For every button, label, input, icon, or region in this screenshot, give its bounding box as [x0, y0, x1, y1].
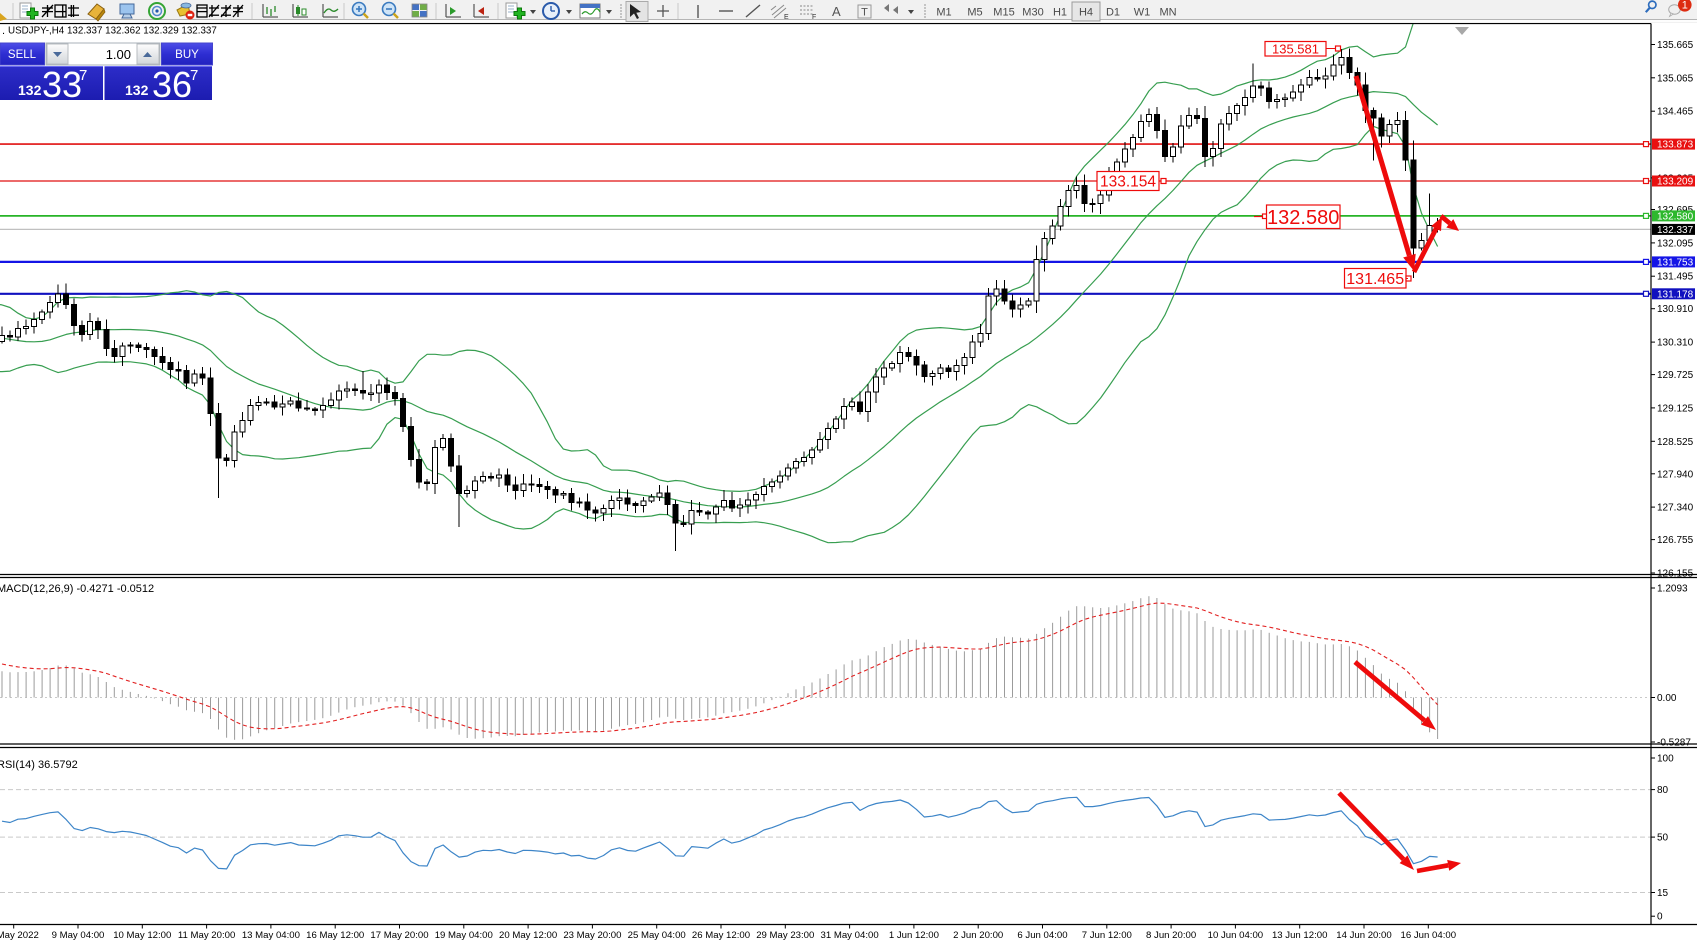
- svg-text:8 Jun 20:00: 8 Jun 20:00: [1146, 930, 1196, 941]
- svg-text:14 Jun 20:00: 14 Jun 20:00: [1336, 930, 1391, 941]
- svg-text:127.340: 127.340: [1657, 503, 1694, 514]
- svg-text:6 Jun 04:00: 6 Jun 04:00: [1017, 930, 1067, 941]
- svg-text:80: 80: [1657, 785, 1669, 796]
- svg-text:133.209: 133.209: [1657, 177, 1694, 188]
- svg-text:132.580: 132.580: [1657, 212, 1694, 223]
- svg-text:25 May 04:00: 25 May 04:00: [628, 930, 686, 941]
- svg-text:20 May 12:00: 20 May 12:00: [499, 930, 557, 941]
- svg-text:7: 7: [190, 67, 198, 84]
- svg-text:E: E: [784, 14, 789, 21]
- svg-text:19 May 04:00: 19 May 04:00: [435, 930, 493, 941]
- svg-text:36: 36: [152, 64, 192, 105]
- svg-text:9 May 04:00: 9 May 04:00: [52, 930, 105, 941]
- svg-text:D1: D1: [1106, 7, 1120, 19]
- svg-text:F: F: [812, 14, 816, 21]
- svg-text:132: 132: [18, 82, 42, 98]
- svg-text:15: 15: [1657, 888, 1669, 899]
- svg-text:134.465: 134.465: [1657, 107, 1694, 118]
- svg-text:33: 33: [42, 64, 82, 105]
- svg-text:0: 0: [1657, 912, 1663, 923]
- svg-text:7 Jun 12:00: 7 Jun 12:00: [1082, 930, 1132, 941]
- svg-text:W1: W1: [1134, 7, 1151, 19]
- svg-text:0.00: 0.00: [1657, 693, 1677, 704]
- svg-text:6 May 2022: 6 May 2022: [0, 930, 39, 941]
- svg-text:13 May 04:00: 13 May 04:00: [242, 930, 300, 941]
- svg-text:10 May 12:00: 10 May 12:00: [113, 930, 171, 941]
- svg-text:.: .: [2, 25, 5, 37]
- svg-text:132.337: 132.337: [1657, 225, 1694, 236]
- svg-text:129.725: 129.725: [1657, 370, 1694, 381]
- svg-text:100: 100: [1657, 754, 1674, 765]
- svg-text:BUY: BUY: [175, 49, 199, 61]
- svg-text:135.065: 135.065: [1657, 73, 1694, 84]
- svg-text:31 May 04:00: 31 May 04:00: [821, 930, 879, 941]
- svg-text:129.125: 129.125: [1657, 403, 1694, 414]
- svg-text:128.525: 128.525: [1657, 437, 1694, 448]
- svg-text:RSI(14) 36.5792: RSI(14) 36.5792: [0, 759, 78, 771]
- svg-text:17 May 20:00: 17 May 20:00: [370, 930, 428, 941]
- svg-text:50: 50: [1657, 833, 1669, 844]
- svg-text:1: 1: [1682, 0, 1688, 12]
- svg-text:130.310: 130.310: [1657, 338, 1694, 349]
- svg-text:2 Jun 20:00: 2 Jun 20:00: [953, 930, 1003, 941]
- svg-text:130.910: 130.910: [1657, 304, 1694, 315]
- svg-text:10 Jun 04:00: 10 Jun 04:00: [1208, 930, 1263, 941]
- svg-text:T: T: [861, 7, 868, 19]
- svg-text:1.00: 1.00: [106, 47, 131, 62]
- svg-text:1 Jun 12:00: 1 Jun 12:00: [889, 930, 939, 941]
- svg-text:7: 7: [79, 67, 87, 84]
- svg-text:132.580: 132.580: [1267, 207, 1339, 229]
- svg-text:16 May 12:00: 16 May 12:00: [306, 930, 364, 941]
- svg-text:23 May 20:00: 23 May 20:00: [563, 930, 621, 941]
- svg-text:USDJPY-,H4 132.337 132.362 13: USDJPY-,H4 132.337 132.362 132.329 132.3…: [8, 26, 217, 37]
- svg-text:29 May 23:00: 29 May 23:00: [756, 930, 814, 941]
- svg-text:13 Jun 12:00: 13 Jun 12:00: [1272, 930, 1327, 941]
- svg-text:135.581: 135.581: [1272, 41, 1319, 56]
- svg-text:M15: M15: [993, 7, 1014, 19]
- svg-text:M1: M1: [936, 7, 951, 19]
- svg-text:26 May 12:00: 26 May 12:00: [692, 930, 750, 941]
- svg-text:11 May 20:00: 11 May 20:00: [178, 930, 235, 941]
- svg-text:126.755: 126.755: [1657, 535, 1694, 546]
- svg-text:16 Jun 04:00: 16 Jun 04:00: [1401, 930, 1456, 941]
- svg-text:131.178: 131.178: [1657, 289, 1694, 300]
- svg-text:132: 132: [125, 82, 149, 98]
- svg-text:-0.5287: -0.5287: [1657, 738, 1691, 749]
- svg-text:131.753: 131.753: [1657, 258, 1694, 269]
- svg-text:131.465: 131.465: [1346, 271, 1404, 288]
- svg-text:H4: H4: [1079, 7, 1093, 19]
- svg-text:131.495: 131.495: [1657, 272, 1694, 283]
- svg-text:H1: H1: [1053, 7, 1067, 19]
- svg-text:MACD(12,26,9) -0.4271 -0.0512: MACD(12,26,9) -0.4271 -0.0512: [0, 583, 154, 595]
- svg-text:133.873: 133.873: [1657, 140, 1694, 151]
- svg-text:133.154: 133.154: [1100, 174, 1156, 191]
- svg-text:126.155: 126.155: [1657, 569, 1694, 580]
- svg-text:127.940: 127.940: [1657, 469, 1694, 480]
- svg-text:MN: MN: [1159, 7, 1176, 19]
- svg-text:A: A: [832, 4, 841, 19]
- svg-text:132.095: 132.095: [1657, 238, 1694, 249]
- svg-text:135.665: 135.665: [1657, 40, 1694, 51]
- svg-text:1.2093: 1.2093: [1657, 584, 1688, 595]
- svg-text:M30: M30: [1022, 7, 1043, 19]
- svg-text:SELL: SELL: [8, 49, 37, 61]
- svg-text:M5: M5: [967, 7, 982, 19]
